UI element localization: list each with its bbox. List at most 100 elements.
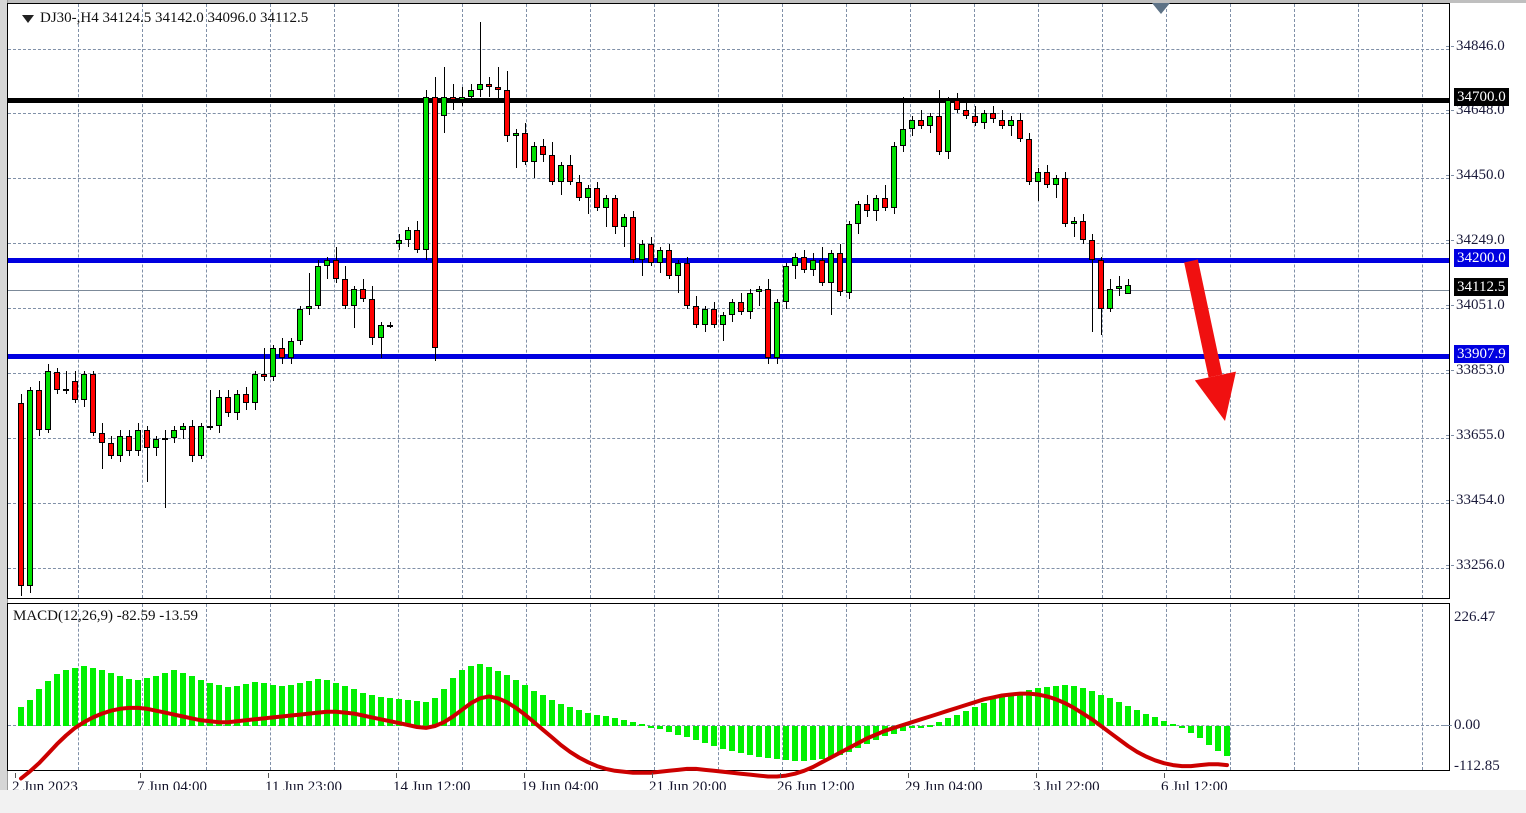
candle-wick	[758, 285, 760, 306]
candle-body-bearish	[369, 299, 375, 339]
candle-body-bearish	[918, 119, 924, 127]
macd-axis[interactable]: 226.47 0.00 -112.85	[1444, 603, 1526, 774]
candle-body-bullish	[729, 302, 735, 316]
candle-body-bearish	[648, 243, 654, 264]
candlestick	[873, 4, 879, 598]
candlestick	[666, 4, 672, 598]
candlestick	[792, 4, 798, 598]
price-level-badge[interactable]: 34700.0	[1454, 88, 1509, 106]
candlestick	[1116, 4, 1122, 598]
macd-histogram-bar	[72, 667, 78, 726]
macd-tick-mark	[1444, 725, 1452, 726]
candle-body-bearish	[711, 308, 717, 326]
macd-histogram-bar	[288, 684, 294, 726]
macd-histogram-bar	[261, 683, 267, 726]
candle-body-bearish	[522, 132, 528, 162]
macd-histogram-bar	[846, 726, 852, 752]
candle-body-bearish	[630, 217, 636, 260]
macd-histogram-bar	[63, 669, 69, 726]
macd-histogram-bar	[1125, 705, 1131, 726]
macd-histogram-bar	[630, 722, 636, 726]
candle-body-bearish	[612, 197, 618, 228]
macd-histogram-bar	[315, 679, 321, 726]
candlestick	[495, 4, 501, 598]
candlestick	[450, 4, 456, 598]
candlestick	[1089, 4, 1095, 598]
macd-histogram-bar	[576, 709, 582, 726]
triangle-down-icon[interactable]	[22, 14, 34, 23]
macd-histogram-bar	[783, 726, 789, 761]
candle-body-bullish	[945, 99, 951, 153]
level-line-blue[interactable]	[8, 354, 1449, 359]
macd-tick-label: 226.47	[1454, 609, 1496, 625]
macd-histogram-bar	[1035, 687, 1041, 726]
candle-wick	[308, 272, 310, 316]
window-top-bar	[0, 0, 1526, 3]
candle-body-bullish	[252, 374, 258, 404]
candlestick	[765, 4, 771, 598]
candle-body-bullish	[675, 263, 681, 277]
candlestick	[1044, 4, 1050, 598]
candlestick	[1071, 4, 1077, 598]
price-level-badge[interactable]: 33907.9	[1454, 345, 1509, 363]
macd-histogram-bar	[999, 696, 1005, 726]
macd-histogram-bar	[1080, 687, 1086, 726]
candle-wick	[146, 426, 148, 482]
macd-histogram-bar	[153, 675, 159, 726]
level-line-black[interactable]	[8, 98, 1449, 103]
price-level-badge[interactable]: 34200.0	[1454, 249, 1509, 267]
macd-histogram-bar	[270, 684, 276, 726]
candlestick	[648, 4, 654, 598]
candlestick	[657, 4, 663, 598]
candle-body-bullish	[531, 145, 537, 162]
candlestick	[18, 4, 24, 598]
candle-body-bullish	[234, 393, 240, 414]
price-axis[interactable]: 34846.0 34648.0 34450.0 34249.0 34051.0 33853…	[1446, 0, 1526, 599]
price-tick-label: 33853.0	[1446, 361, 1505, 379]
time-tick-mark	[908, 773, 909, 778]
candle-wick	[794, 253, 796, 280]
candle-body-bullish	[900, 129, 906, 146]
candlestick	[1008, 4, 1014, 598]
candlestick	[279, 4, 285, 598]
macd-histogram-bar	[558, 704, 564, 726]
price-chart-pane[interactable]: DJ30-,H4 34124.5 34142.0 34096.0 34112.5	[7, 3, 1450, 599]
candlestick	[369, 4, 375, 598]
price-level-badge[interactable]: 34112.5	[1454, 278, 1509, 296]
candlestick	[693, 4, 699, 598]
candle-wick	[389, 321, 391, 329]
candle-body-bullish	[171, 429, 177, 438]
candlestick	[783, 4, 789, 598]
candle-body-bearish	[864, 204, 870, 211]
candlestick	[594, 4, 600, 598]
macd-histogram-bar	[765, 726, 771, 759]
time-tick-mark	[268, 773, 269, 778]
macd-histogram-bar	[684, 726, 690, 738]
macd-histogram-bar	[693, 726, 699, 741]
macd-histogram-bar	[720, 726, 726, 749]
macd-chart-pane[interactable]: MACD(12,26,9) -82.59 -13.59	[7, 603, 1450, 781]
candlestick	[927, 4, 933, 598]
macd-histogram-bar	[477, 664, 483, 726]
candlestick	[855, 4, 861, 598]
candle-body-bearish	[261, 374, 267, 378]
price-tick-label: 34648.0	[1446, 101, 1505, 119]
macd-histogram-bar	[945, 718, 951, 726]
macd-histogram-bar	[333, 683, 339, 726]
macd-histogram-bar	[450, 678, 456, 726]
level-line-gray[interactable]	[8, 290, 1449, 291]
candlestick	[1107, 4, 1113, 598]
macd-histogram-bar	[162, 672, 168, 726]
candlestick	[342, 4, 348, 598]
level-line-blue[interactable]	[8, 258, 1449, 263]
candle-wick	[974, 106, 976, 127]
macd-histogram-bar	[900, 726, 906, 731]
macd-histogram-bar	[396, 699, 402, 726]
candlestick	[108, 4, 114, 598]
candle-body-bearish	[279, 347, 285, 358]
candle-body-bearish	[684, 263, 690, 306]
macd-histogram-bar	[540, 695, 546, 726]
time-tick-mark	[396, 773, 397, 778]
candlestick	[909, 4, 915, 598]
candle-body-bullish	[1035, 171, 1041, 182]
